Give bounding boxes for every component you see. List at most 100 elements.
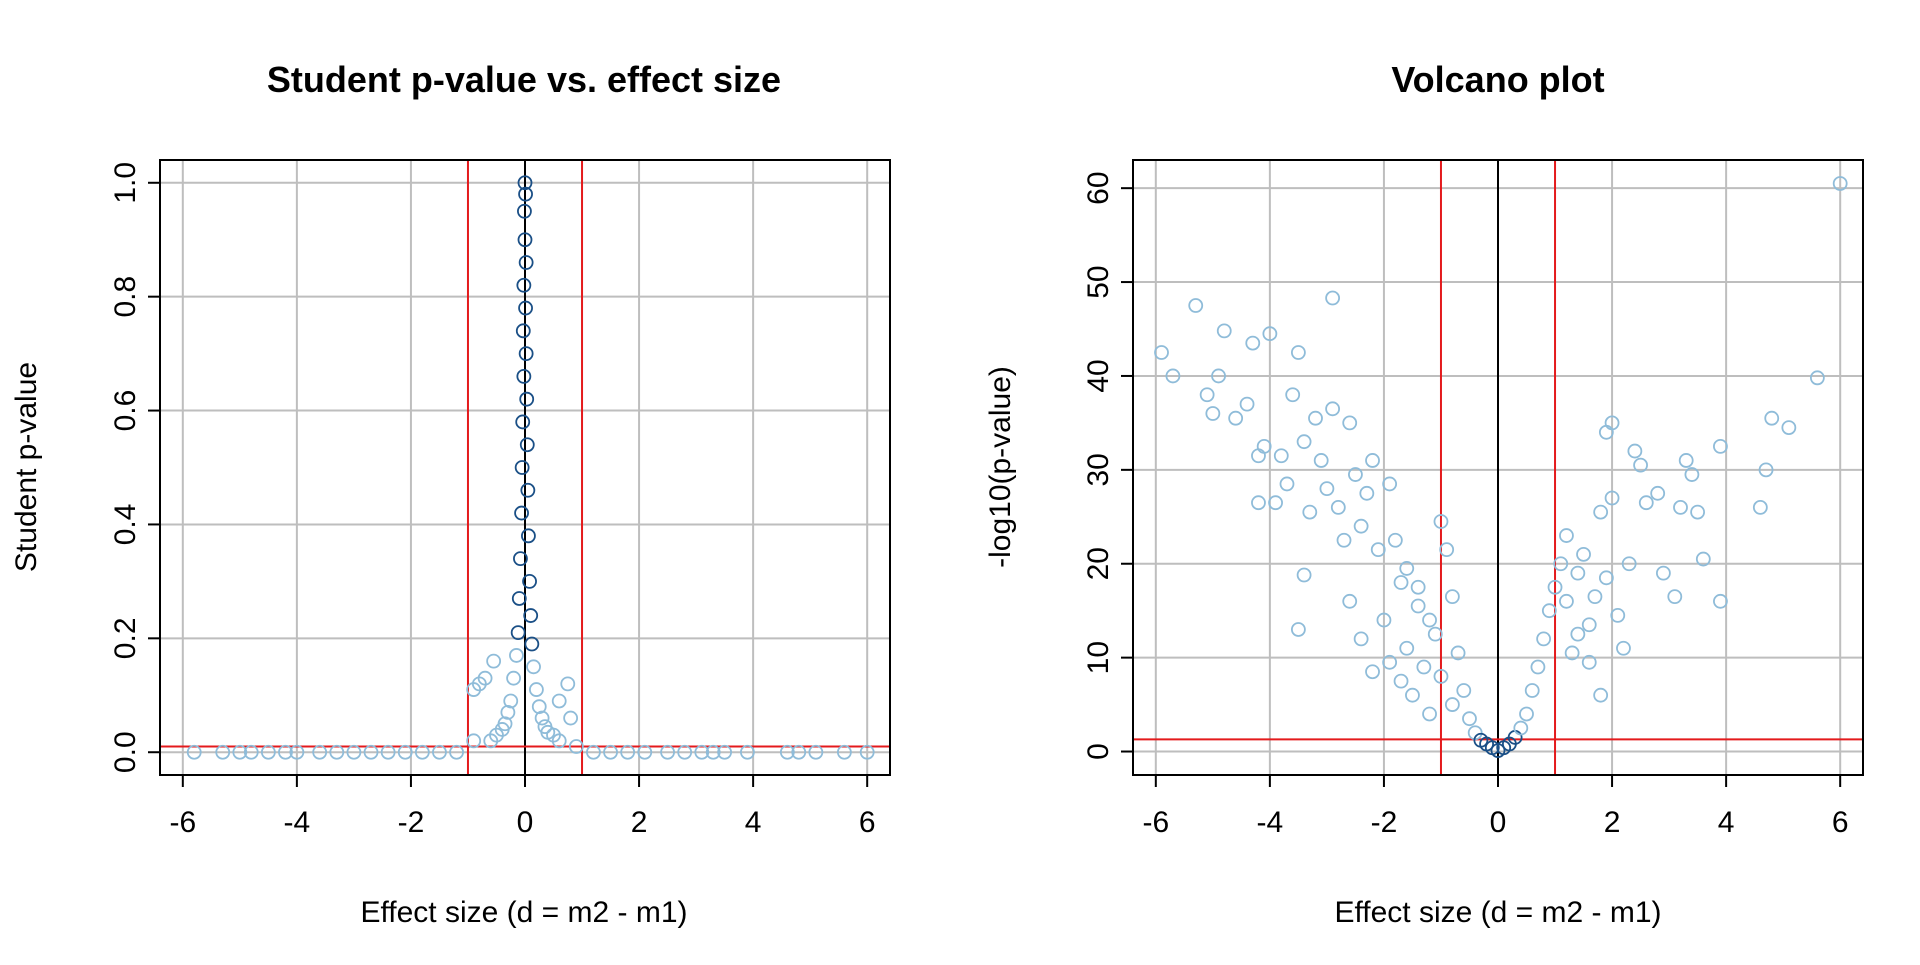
data-point (520, 482, 536, 498)
data-point (1410, 598, 1426, 614)
data-point (449, 744, 464, 760)
data-point (278, 744, 293, 760)
data-point (1678, 453, 1694, 468)
data-point (1365, 664, 1380, 680)
data-point (1290, 345, 1306, 360)
data-point (1633, 457, 1648, 473)
data-point (509, 648, 524, 663)
data-point (466, 733, 482, 749)
data-point (620, 744, 636, 760)
data-point (1684, 467, 1700, 482)
x-axis-label: Effect size (d = m2 - m1) (360, 896, 687, 929)
data-point (477, 670, 493, 686)
data-point (1581, 654, 1597, 670)
data-point (514, 460, 530, 475)
data-point (186, 744, 202, 760)
data-point (466, 682, 482, 697)
data-point (517, 232, 533, 248)
data-point (260, 744, 276, 760)
chart-title: Student p-value vs. effect size (267, 59, 781, 100)
y-tick-label: 0.0 (109, 731, 142, 773)
data-point (1422, 612, 1437, 628)
data-point (432, 744, 447, 760)
data-point (506, 670, 521, 686)
data-point (1342, 415, 1358, 431)
y-tick-label: 0.8 (109, 276, 142, 318)
reference-lines (160, 160, 890, 775)
x-tick-label: -6 (1142, 806, 1169, 839)
data-point (791, 744, 807, 760)
data-point (380, 744, 396, 760)
data-point (522, 573, 537, 589)
volcano-chart-panel: Volcano plot -6 -4 -2 0 2 4 6 0 10 20 30 40 50 60 Ef… (984, 59, 1864, 929)
data-point (1256, 438, 1272, 454)
data-point (1695, 551, 1711, 567)
data-point (513, 551, 528, 567)
y-tick-label: 60 (1082, 171, 1115, 204)
data-point (1393, 673, 1409, 689)
data-point (1325, 401, 1341, 417)
data-point (1450, 645, 1466, 661)
x-tick-label: 4 (745, 806, 762, 839)
data-point (1519, 706, 1534, 722)
data-point (1524, 683, 1540, 698)
chart-title: Volcano plot (1391, 59, 1604, 100)
data-point (346, 744, 362, 760)
data-point (517, 175, 533, 191)
data-point (586, 744, 601, 760)
data-point (1604, 415, 1620, 431)
data-point (1444, 697, 1460, 712)
y-axis-label: -log10(p-value) (984, 366, 1017, 568)
data-point (1564, 645, 1580, 661)
data-point (1604, 490, 1620, 506)
data-point (677, 744, 693, 760)
data-point (1513, 720, 1529, 736)
y-tick-label: 10 (1082, 641, 1115, 674)
x-axis: -6 -4 -2 0 2 4 6 (169, 775, 876, 839)
data-point (1308, 410, 1323, 426)
data-point (1462, 711, 1477, 727)
data-point (1832, 176, 1848, 191)
data-point (483, 733, 499, 749)
y-axis: 0.0 0.2 0.4 0.6 0.8 1.0 (109, 162, 160, 773)
y-tick-label: 0.2 (109, 617, 142, 659)
data-point (1593, 504, 1609, 520)
data-point (1313, 453, 1329, 468)
data-point (232, 744, 248, 760)
data-point (859, 744, 875, 760)
data-point (1570, 626, 1586, 642)
data-point (1809, 370, 1825, 386)
y-axis-label: Student p-value (10, 362, 43, 572)
data-point (1752, 500, 1768, 515)
data-point (1154, 345, 1169, 360)
data-point (551, 733, 567, 749)
data-point (486, 653, 502, 669)
data-point (1439, 542, 1455, 558)
data-point (1427, 626, 1443, 642)
data-point (1422, 706, 1437, 722)
data-point (1393, 575, 1409, 590)
data-point (517, 203, 532, 219)
data-point (1433, 669, 1449, 684)
data-point (1188, 298, 1204, 313)
x-tick-label: 0 (1490, 806, 1507, 839)
data-point (717, 744, 733, 760)
reference-lines (1133, 160, 1863, 775)
data-point (1348, 467, 1363, 482)
data-point (516, 368, 532, 384)
data-point (521, 528, 536, 544)
data-point (1330, 500, 1346, 515)
data-point (414, 744, 430, 760)
data-point (1593, 687, 1609, 703)
data-point (1245, 335, 1261, 351)
data-point (1199, 387, 1215, 403)
y-tick-label: 1.0 (109, 162, 142, 204)
data-point (1296, 434, 1312, 450)
data-point (568, 739, 584, 754)
data-point (1273, 448, 1289, 464)
data-point (1570, 565, 1586, 581)
data-point (1673, 500, 1688, 515)
data-point (1433, 514, 1449, 529)
data-point (1353, 518, 1369, 534)
data-point (1559, 528, 1574, 543)
